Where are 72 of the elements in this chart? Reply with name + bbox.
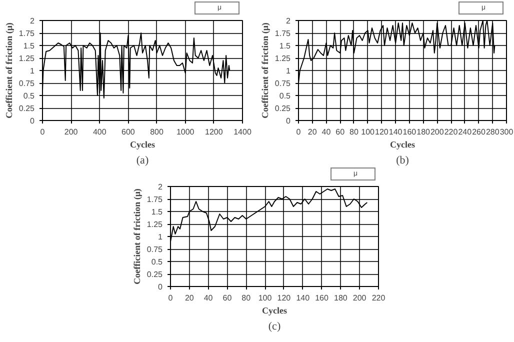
x-tick-label: 180	[416, 128, 431, 136]
x-tick-label: 100	[361, 128, 376, 136]
x-tick-label: 20	[184, 294, 194, 302]
y-tick-label: 1	[158, 232, 164, 242]
y-tick-label: 0.5	[279, 92, 292, 100]
text: (a)	[136, 154, 149, 166]
text: (b)	[396, 154, 410, 166]
x-tick-label: 80	[242, 294, 252, 302]
x-tick-label: 200	[64, 128, 78, 136]
x-tick-label: 1400	[234, 128, 252, 136]
x-tick-label: 100	[258, 294, 272, 302]
y-axis-title: Coefficient of friction (μ)	[260, 22, 270, 118]
x-tick-label: 0	[40, 128, 46, 136]
y-axis-title: Coefficient of friction (μ)	[4, 22, 14, 118]
x-tick-label: 40	[322, 128, 332, 136]
y-tick-label: 1	[30, 66, 36, 76]
y-tick-label: 1.5	[23, 42, 36, 50]
x-tick-label: 260	[472, 128, 486, 136]
y-tick-label: 0.25	[274, 104, 292, 113]
text: (c)	[268, 320, 281, 332]
y-tick-label: 0.25	[146, 270, 164, 279]
y-tick-label: 2	[30, 16, 36, 26]
x-tick-label: 200	[352, 294, 367, 302]
x-tick-label: 60	[336, 128, 346, 136]
y-tick-label: 0	[30, 116, 36, 126]
y-axis-title: Coefficient of friction (μ)	[132, 188, 142, 284]
x-tick-label: 280	[486, 128, 500, 136]
x-tick-label: 600	[122, 128, 136, 136]
x-tick-label: 200	[430, 128, 444, 136]
y-tick-label: 0.75	[18, 79, 36, 88]
y-tick-label: 0.75	[146, 245, 164, 254]
y-tick-label: 0.25	[18, 104, 36, 113]
x-tick-label: 220	[372, 294, 386, 302]
x-tick-label: 300	[500, 128, 514, 136]
y-tick-label: 1.5	[151, 208, 164, 216]
x-axis-title: Cycles	[130, 140, 156, 150]
x-tick-label: 1200	[205, 128, 224, 136]
x-tick-label: 140	[296, 294, 310, 302]
y-tick-label: 0	[286, 116, 292, 126]
x-tick-label: 160	[315, 294, 329, 302]
x-tick-label: 120	[375, 128, 389, 136]
y-tick-label: 1.25	[146, 220, 164, 229]
y-tick-label: 1.5	[279, 42, 292, 50]
x-tick-label: 20	[308, 128, 318, 136]
y-tick-label: 1.75	[146, 195, 164, 204]
y-tick-label: 2	[286, 16, 292, 26]
x-tick-label: 160	[402, 128, 417, 136]
y-tick-label: 1.25	[274, 54, 292, 63]
y-tick-label: 1	[286, 66, 292, 76]
x-tick-label: 140	[388, 128, 403, 136]
x-tick-label: 1000	[176, 128, 195, 136]
y-tick-label: 0.5	[151, 258, 164, 266]
y-tick-label: 0	[158, 282, 164, 292]
x-tick-label: 800	[150, 128, 164, 136]
x-tick-label: 240	[458, 128, 472, 136]
x-axis-title: Cycles	[390, 140, 416, 150]
x-tick-label: 60	[222, 294, 232, 302]
x-tick-label: 400	[92, 128, 107, 136]
x-axis-title: Cycles	[262, 306, 288, 316]
y-tick-label: 1.75	[18, 29, 36, 38]
x-tick-label: 40	[204, 294, 214, 302]
y-tick-label: 0.5	[23, 92, 36, 100]
y-tick-label: 1.25	[18, 54, 36, 63]
y-tick-label: 1.75	[274, 29, 292, 38]
x-tick-label: 120	[277, 294, 292, 302]
x-tick-label: 0	[296, 128, 302, 136]
x-tick-label: 0	[168, 294, 174, 302]
x-tick-label: 220	[444, 128, 458, 136]
x-tick-label: 180	[334, 294, 348, 302]
y-tick-label: 2	[158, 182, 164, 192]
x-tick-label: 80	[350, 128, 359, 136]
y-tick-label: 0.75	[274, 79, 292, 88]
